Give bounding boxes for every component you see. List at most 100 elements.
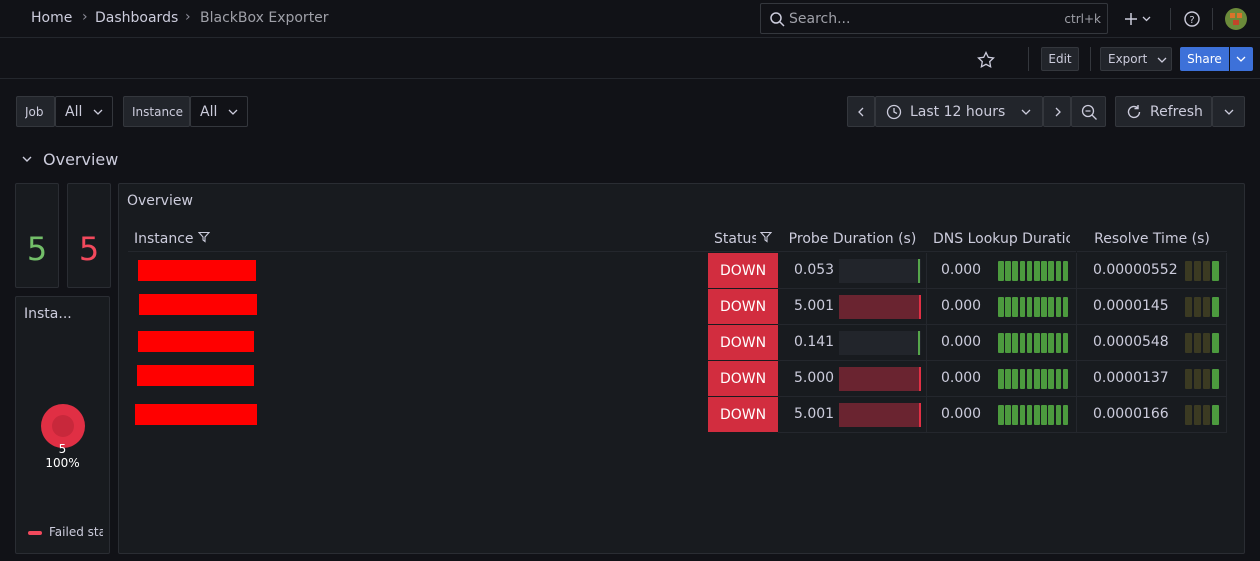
dns-cell: 0.000 (927, 325, 1077, 361)
led (1005, 405, 1011, 425)
status-cell: DOWN (708, 397, 778, 432)
legend-swatch (28, 531, 42, 535)
search-box[interactable]: Search... ctrl+k (760, 3, 1108, 34)
divider (1090, 47, 1091, 71)
resolve-cell: 0.0000166 (1077, 397, 1227, 433)
star-button[interactable] (977, 51, 995, 69)
filter-icon[interactable] (197, 231, 210, 247)
column-header[interactable]: DNS Lookup Duratic (927, 226, 1076, 252)
avatar[interactable] (1225, 8, 1247, 30)
stat-value: 5 (78, 230, 100, 268)
led (1012, 333, 1018, 353)
gauge-track (839, 331, 921, 355)
label-text: Job (25, 105, 44, 119)
led (1062, 297, 1069, 317)
status-cell: DOWN (708, 361, 778, 396)
led (1026, 369, 1033, 389)
led (1019, 333, 1026, 353)
led (1055, 261, 1062, 281)
probe-cell: 0.141 (778, 325, 927, 361)
refresh-button[interactable]: Refresh (1115, 96, 1212, 127)
legend-label[interactable]: Failed sta (49, 525, 103, 539)
resolve-value: 0.00000552 (1093, 262, 1178, 278)
led (1026, 333, 1033, 353)
breadcrumb[interactable]: Home (31, 10, 73, 26)
edit-button[interactable]: Edit (1041, 47, 1079, 71)
svg-text:?: ? (1189, 15, 1194, 26)
header-text: Resolve Time (s) (1094, 230, 1210, 247)
gauge-bar (839, 331, 841, 355)
led (1212, 333, 1219, 353)
time-back[interactable] (847, 96, 875, 127)
help-icon[interactable]: ? (1183, 10, 1201, 28)
resolve-cell: 0.0000137 (1077, 361, 1227, 397)
led (1194, 297, 1201, 317)
chevron (228, 109, 238, 115)
refresh-icon (1127, 105, 1141, 119)
zoom-out[interactable] (1071, 96, 1106, 127)
led (1062, 333, 1069, 353)
column-header[interactable]: Probe Duration (s) (778, 226, 927, 252)
gauge-edge (918, 367, 921, 391)
led (998, 297, 1004, 317)
resolve-value: 0.0000548 (1093, 334, 1169, 350)
led (1062, 261, 1069, 281)
chevron (858, 107, 864, 117)
table-panel: Overview Instance Status Probe Duration (s… (118, 183, 1245, 554)
gauge-bar (839, 295, 919, 319)
label-text: Instance (132, 105, 184, 119)
redacted (139, 294, 257, 315)
led (1194, 333, 1201, 353)
variable-select[interactable]: All (190, 96, 248, 127)
led (1019, 405, 1026, 425)
led (1012, 405, 1018, 425)
time-range[interactable]: Last 12 hours (875, 96, 1043, 127)
led (1034, 297, 1040, 317)
led (1041, 297, 1047, 317)
column-header[interactable]: Instance (128, 226, 708, 252)
dns-cell: 0.000 (927, 253, 1077, 289)
resolve-cell: 0.0000145 (1077, 289, 1227, 325)
chevron (1224, 109, 1234, 115)
led (1185, 297, 1192, 317)
share-button[interactable]: Share (1180, 47, 1229, 71)
filter-icon[interactable] (759, 231, 773, 247)
header-text: Instance (134, 230, 194, 247)
row-toggle[interactable] (21, 154, 33, 164)
column-header[interactable]: Status (708, 226, 778, 252)
dns-value: 0.000 (941, 262, 982, 278)
led (1203, 405, 1210, 425)
add-menu[interactable] (1122, 10, 1158, 28)
dns-cell: 0.000 (927, 397, 1077, 433)
gauge-track (839, 259, 921, 283)
led (1185, 369, 1192, 389)
redacted (138, 260, 256, 281)
gauge-bar (839, 259, 840, 283)
led (1194, 369, 1201, 389)
variable-select[interactable]: All (55, 96, 113, 127)
redacted (138, 331, 254, 352)
time-forward[interactable] (1043, 96, 1071, 127)
export-button[interactable]: Export (1100, 47, 1172, 71)
share-menu[interactable] (1230, 47, 1253, 71)
panel-title: Overview (127, 193, 193, 209)
status-cell: DOWN (708, 253, 778, 288)
value-text: All (200, 104, 218, 120)
led (1048, 297, 1054, 317)
pie (41, 404, 85, 448)
dns-value: 0.000 (941, 298, 982, 314)
led (1212, 297, 1219, 317)
breadcrumb[interactable]: Dashboards (95, 10, 179, 26)
gauge-bar (839, 403, 919, 427)
led (1034, 261, 1040, 281)
led (1041, 333, 1047, 353)
refresh-interval[interactable] (1212, 96, 1245, 127)
chevron (1157, 57, 1167, 63)
shortcut: ctrl+k (1064, 12, 1101, 26)
column-header[interactable]: Resolve Time (s) (1077, 226, 1227, 252)
led (1055, 297, 1062, 317)
row-title[interactable]: Overview (43, 150, 119, 169)
led (1212, 369, 1219, 389)
probe-value: 0.141 (794, 334, 835, 350)
